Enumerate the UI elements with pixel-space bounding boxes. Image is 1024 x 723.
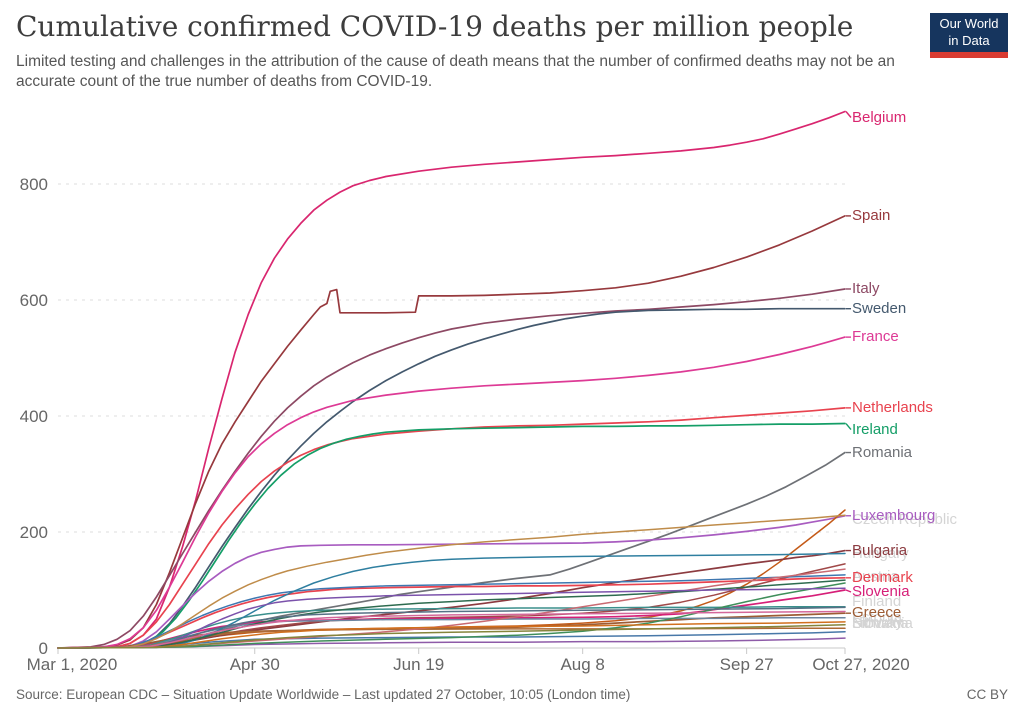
series-label-finland[interactable]: Finland <box>852 592 902 610</box>
label-connector-belgium <box>845 111 852 118</box>
owid-logo-line2: in Data <box>948 32 990 48</box>
series-label-greece[interactable]: Greece <box>852 604 902 622</box>
series-line-luxembourg[interactable] <box>57 514 846 649</box>
x-tick-label-jun-19: Jun 19 <box>393 655 444 674</box>
series-line-netherlands[interactable] <box>57 407 846 649</box>
series-line-unlabeled-tan[interactable] <box>57 514 846 649</box>
series-label-sweden[interactable]: Sweden <box>852 299 907 317</box>
y-tick-label-600: 600 <box>20 291 48 310</box>
series-label-denmark[interactable]: Denmark <box>852 568 913 586</box>
y-tick-label-0: 0 <box>39 639 48 658</box>
series-label-spain[interactable]: Spain <box>852 206 891 224</box>
series-line-france[interactable] <box>57 336 846 649</box>
series-label-belgium[interactable]: Belgium <box>852 108 907 126</box>
owid-logo[interactable]: Our World in Data <box>930 13 1008 58</box>
owid-logo-line1: Our World <box>939 15 999 31</box>
series-line-unlabeled-rose[interactable] <box>57 568 846 649</box>
series-label-france[interactable]: France <box>852 328 899 346</box>
series-line-ireland[interactable] <box>57 422 846 649</box>
x-tick-label-sep-27: Sep 27 <box>720 655 774 674</box>
x-tick-label-mar-1,-2020: Mar 1, 2020 <box>27 655 118 674</box>
series-line-sweden[interactable] <box>57 307 846 649</box>
y-tick-label-800: 800 <box>20 175 48 194</box>
series-label-slovenia[interactable]: Slovenia <box>852 583 910 600</box>
label-connector-slovenia <box>845 589 852 593</box>
series-line-spain[interactable] <box>57 215 846 649</box>
series-label-norway[interactable]: Norway <box>852 614 903 632</box>
series-label-hungary[interactable]: Hungary <box>852 544 909 562</box>
y-tick-label-200: 200 <box>20 523 48 542</box>
y-tick-label-400: 400 <box>20 407 48 426</box>
series-line-denmark[interactable] <box>57 576 846 649</box>
series-label-luxembourg[interactable]: Luxembourg <box>852 506 936 524</box>
series-line-belgium[interactable] <box>57 110 846 649</box>
chart-subtitle: Limited testing and challenges in the at… <box>16 53 895 90</box>
series-line-italy[interactable] <box>57 288 846 649</box>
source-note[interactable]: Source: European CDC – Situation Update … <box>16 687 631 702</box>
series-label-netherlands[interactable]: Netherlands <box>852 398 933 416</box>
series-label-romania[interactable]: Romania <box>852 443 913 461</box>
series-label-italy[interactable]: Italy <box>852 279 880 297</box>
x-tick-label-apr-30: Apr 30 <box>230 655 280 674</box>
series-line-unlabeled-orange[interactable] <box>57 621 846 649</box>
series-label-bulgaria[interactable]: Bulgaria <box>852 541 908 559</box>
page-title: Cumulative confirmed COVID-19 deaths per… <box>16 10 854 43</box>
series-label-ireland[interactable]: Ireland <box>852 420 898 438</box>
series-label-lithuania[interactable]: Lithuania <box>852 614 913 632</box>
series-label-austria[interactable]: Austria <box>852 567 899 585</box>
series-line-unlabeled-purple[interactable] <box>57 587 846 649</box>
x-tick-label-aug-8: Aug 8 <box>560 655 604 674</box>
series-line-austria[interactable] <box>57 574 846 649</box>
license-link[interactable]: CC BY <box>966 687 1008 702</box>
series-line-unlabeled-olive[interactable] <box>57 624 846 649</box>
label-connector-ireland <box>845 423 852 430</box>
series-line-unlabeled-green[interactable] <box>57 582 846 649</box>
series-label-czech-republic[interactable]: Czech Republic <box>852 510 958 528</box>
series-label-estonia[interactable]: Estonia <box>852 608 903 626</box>
x-tick-label-oct-27,-2020: Oct 27, 2020 <box>812 655 909 674</box>
series-label-slovakia[interactable]: Slovakia <box>852 615 909 633</box>
series-line-unlabeled-pink[interactable] <box>57 610 846 649</box>
